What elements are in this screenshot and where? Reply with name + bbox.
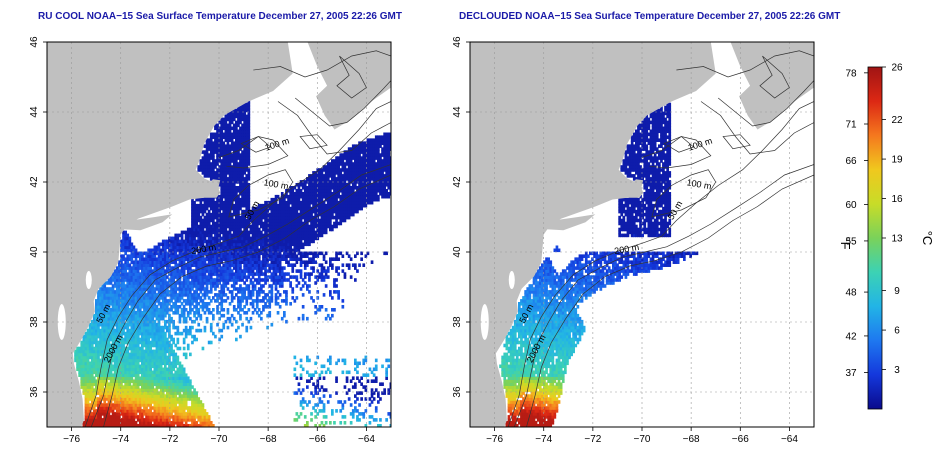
y-tick-label: 42 [29,176,40,188]
contour-label: 100 m [686,177,712,191]
contour-label: 100 m [263,177,289,191]
fahrenheit-tick: 37 [845,368,857,379]
x-tick-label: −68 [260,434,277,445]
x-tick-label: −64 [358,434,375,445]
celsius-tick: 26 [891,63,903,74]
fahrenheit-tick: 71 [845,120,857,131]
y-tick-label: 38 [29,316,40,328]
y-tick-label: 36 [29,386,40,398]
x-tick-label: −76 [486,434,503,445]
panel-title-declouded: DECLOUDED NOAA−15 Sea Surface Temperatur… [459,11,841,22]
x-tick-label: −76 [63,434,80,445]
land-mask [47,42,391,427]
bathymetry-contours [84,50,391,427]
x-tick-label: −68 [683,434,700,445]
y-tick-label: 40 [29,246,40,258]
lat-lon-grid [470,42,814,427]
fahrenheit-tick: 60 [845,200,857,211]
y-tick-label: 38 [452,316,463,328]
celsius-tick: 3 [894,365,900,376]
fahrenheit-label: °F [838,236,853,249]
y-tick-label: 44 [452,106,463,118]
y-tick-label: 42 [452,176,463,188]
fahrenheit-tick: 78 [845,68,857,79]
y-tick-label: 46 [452,36,463,48]
celsius-tick: 9 [894,286,900,297]
land-mask [470,42,814,427]
celsius-label: °C [920,231,935,246]
celsius-tick: 6 [894,326,900,337]
x-tick-label: −64 [781,434,798,445]
contour-label: 200 m [614,242,640,256]
celsius-tick: 16 [891,194,903,205]
y-tick-label: 36 [452,386,463,398]
axes: −76 −74 −72 −70 −68 −66 −64 46 44 42 40 38 36 [452,36,798,445]
celsius-tick: 22 [891,115,903,126]
x-tick-label: −66 [309,434,326,445]
fahrenheit-tick: 48 [845,288,857,299]
x-tick-label: −66 [732,434,749,445]
x-tick-label: −72 [161,434,178,445]
x-tick-label: −74 [535,434,552,445]
fahrenheit-tick: 55 [845,236,857,247]
fahrenheit-tick: 66 [845,156,857,167]
x-tick-label: −70 [634,434,651,445]
y-tick-label: 44 [29,106,40,118]
colorbar-ticks: 26 22 19 16 13 9 6 3 78 71 66 60 55 48 42 37 [845,63,903,379]
fahrenheit-tick: 42 [845,331,857,342]
sst-field-raw [74,99,391,427]
colorbar-gradient [867,66,883,410]
celsius-tick: 19 [891,155,903,166]
x-tick-label: −70 [211,434,228,445]
bathymetry-contours [507,50,814,427]
x-tick-label: −74 [112,434,129,445]
contour-label: 200 m [191,242,217,256]
celsius-tick: 13 [891,234,903,245]
panel-title-raw: RU COOL NOAA−15 Sea Surface Temperature … [38,11,402,22]
x-tick-label: −72 [584,434,601,445]
temperature-colorbar: 26 22 19 16 13 9 6 3 78 71 66 60 55 48 42 37 °F °C [838,63,935,410]
axes: −76 −74 −72 −70 −68 −66 −64 46 44 42 40 38 36 [29,36,375,445]
y-tick-label: 40 [452,246,463,258]
y-tick-label: 46 [29,36,40,48]
lat-lon-grid [47,42,391,427]
